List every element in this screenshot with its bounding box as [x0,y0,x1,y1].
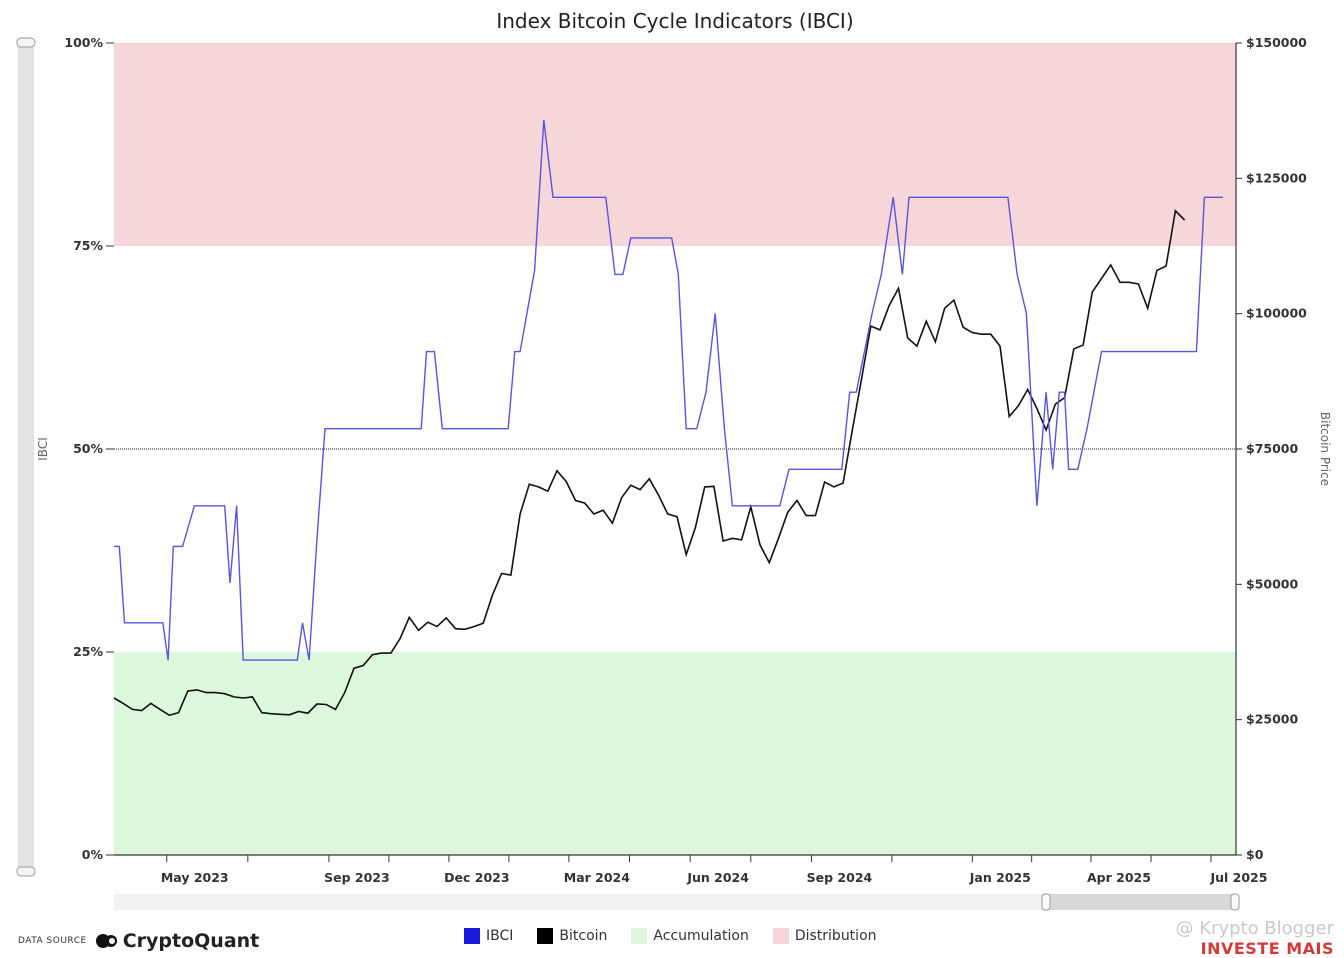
legend-item-distribution[interactable]: Distribution [772,928,877,944]
data-source-label: DATA SOURCE [18,936,87,946]
x-tick-label: Jun 2024 [686,870,749,885]
right-tick-label: $0 [1246,847,1264,862]
legend-label-bitcoin: Bitcoin [559,928,608,944]
legend-item-accumulation[interactable]: Accumulation [631,928,749,944]
left-tick-label: 50% [73,441,103,456]
navigator-selection[interactable] [1046,894,1236,910]
navigator-handle-right[interactable] [1230,893,1240,911]
accumulation-zone [114,652,1236,855]
legend-item-bitcoin[interactable]: Bitcoin [537,928,607,944]
vertical-scroll-handle-bottom[interactable] [16,866,36,877]
left-axis-ticks: 0% 25% 50% 75% 100% [64,35,114,862]
horizontal-navigator[interactable] [114,893,1240,911]
x-tick-label: Sep 2023 [324,870,390,885]
series-bitcoin-line [113,209,1186,717]
right-tick-label: $75000 [1246,441,1298,456]
right-axis-title: Bitcoin Price [1318,412,1332,486]
legend-label-accumulation: Accumulation [653,928,749,944]
right-tick-label: $125000 [1246,170,1307,185]
chart-title: Index Bitcoin Cycle Indicators (IBCI) [496,9,853,33]
x-tick-label: Jan 2025 [969,870,1031,885]
legend-label-ibci: IBCI [486,928,514,944]
right-tick-label: $50000 [1246,576,1298,591]
watermark-author: @ Krypto Blogger [1175,918,1334,939]
vertical-scroll-handle-top[interactable] [16,37,36,48]
x-tick-label: Dec 2023 [444,870,509,885]
x-tick-label: Jul 2025 [1209,870,1267,885]
right-tick-label: $150000 [1246,35,1307,50]
legend-label-distribution: Distribution [794,928,877,944]
watermark: @ Krypto Blogger INVESTE MAIS [1176,918,1334,958]
left-axis-title: IBCI [36,437,50,460]
vertical-zoom-scrollbar[interactable] [16,37,36,877]
x-tick-label: Apr 2025 [1087,870,1151,885]
cryptoquant-brand: CryptoQuant [122,930,260,952]
left-tick-label: 0% [82,847,104,862]
watermark-brand: INVESTE MAIS [1200,939,1334,958]
left-tick-label: 25% [73,644,103,659]
legend-swatch-bitcoin [537,928,554,944]
right-tick-label: $100000 [1246,306,1307,321]
legend-swatch-ibci [464,928,480,944]
data-source: DATA SOURCE CryptoQuant [18,930,259,952]
cryptoquant-logo-icon [95,934,117,948]
x-axis-ticks: May 2023 Sep 2023 Dec 2023 Mar 2024 Jun 2024… [161,855,1267,885]
x-tick-label: Sep 2024 [807,870,873,885]
distribution-zone [114,43,1236,246]
right-tick-label: $25000 [1246,712,1298,727]
left-tick-label: 75% [73,238,103,253]
x-tick-label: Mar 2024 [564,870,630,885]
chart-legend: IBCI Bitcoin Accumulation Distribution [464,928,901,944]
legend-item-ibci[interactable]: IBCI [464,928,513,944]
right-axis-ticks: $0 $25000 $50000 $75000 $100000 $125000 $15000… [1236,35,1307,862]
x-tick-label: May 2023 [161,870,229,885]
series-ibci-line [114,120,1223,661]
left-tick-label: 100% [64,35,103,50]
legend-swatch-distribution [772,928,789,944]
navigator-handle-left[interactable] [1041,893,1051,911]
legend-swatch-accumulation [631,928,648,944]
